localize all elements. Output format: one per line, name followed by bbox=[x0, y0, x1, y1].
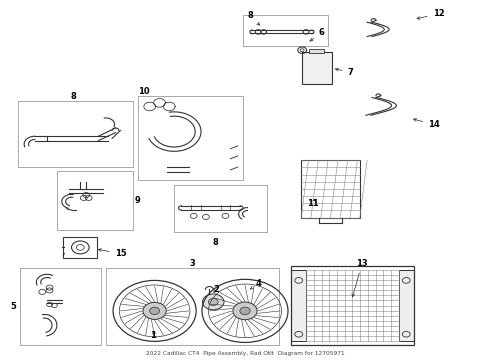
Circle shape bbox=[233, 302, 257, 320]
Bar bbox=[399, 270, 414, 341]
Text: 14: 14 bbox=[414, 118, 440, 129]
Circle shape bbox=[149, 307, 160, 315]
Text: 10: 10 bbox=[139, 86, 150, 95]
Text: 8: 8 bbox=[213, 238, 219, 247]
Bar bbox=[310, 49, 324, 53]
Bar bbox=[57, 171, 133, 230]
Text: 8: 8 bbox=[70, 92, 76, 101]
Text: 7: 7 bbox=[336, 68, 353, 77]
Text: 12: 12 bbox=[417, 9, 444, 19]
Bar bbox=[138, 96, 243, 180]
Text: 5: 5 bbox=[10, 302, 16, 311]
FancyBboxPatch shape bbox=[302, 51, 332, 84]
Bar bbox=[18, 101, 133, 167]
Text: 9: 9 bbox=[135, 195, 141, 204]
Text: 15: 15 bbox=[98, 249, 126, 258]
Bar bbox=[292, 270, 306, 341]
Bar bbox=[174, 185, 267, 232]
Bar bbox=[301, 160, 360, 218]
Text: 4: 4 bbox=[250, 279, 262, 289]
Bar bbox=[292, 266, 414, 345]
Circle shape bbox=[202, 294, 224, 310]
Text: 1: 1 bbox=[150, 332, 156, 341]
Text: 6: 6 bbox=[310, 28, 325, 41]
Text: 2022 Cadillac CT4  Pipe Assembly, Rad Otlt  Diagram for 12705971: 2022 Cadillac CT4 Pipe Assembly, Rad Otl… bbox=[146, 351, 344, 356]
Circle shape bbox=[143, 302, 166, 319]
Text: 8: 8 bbox=[247, 11, 260, 25]
Circle shape bbox=[240, 307, 250, 315]
Bar bbox=[243, 15, 328, 45]
Bar bbox=[20, 268, 101, 345]
Text: 11: 11 bbox=[307, 199, 319, 208]
Text: 2: 2 bbox=[213, 285, 219, 294]
Text: 13: 13 bbox=[352, 259, 368, 297]
Circle shape bbox=[208, 298, 218, 306]
Bar bbox=[106, 268, 279, 345]
Text: 3: 3 bbox=[189, 259, 195, 268]
